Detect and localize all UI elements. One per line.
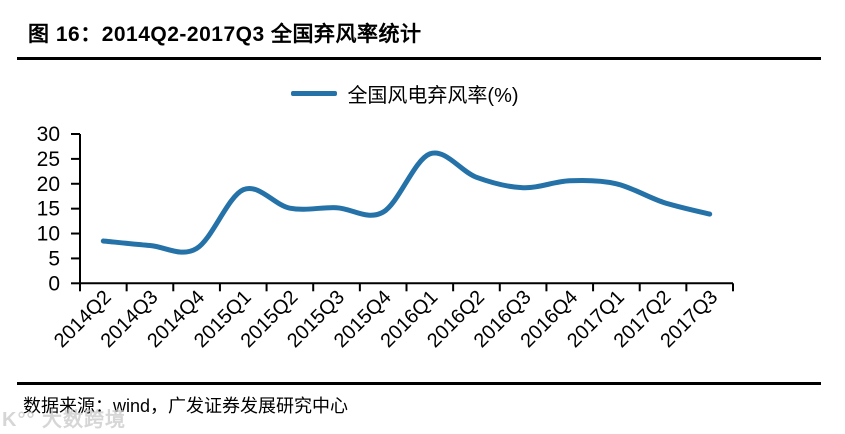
y-tick-label: 5: [48, 247, 60, 270]
source-divider: [17, 382, 821, 385]
y-tick-label: 25: [37, 148, 60, 171]
y-tick-label: 0: [48, 272, 60, 295]
legend-line-swatch: [291, 90, 338, 96]
title-divider: [17, 57, 821, 60]
y-tick-label: 15: [37, 198, 60, 221]
source-note: 数据来源：wind，广发证券发展研究中心: [23, 396, 349, 416]
y-tick-label: 10: [37, 223, 60, 246]
figure-title: 图 16：2014Q2-2017Q3 全国弃风率统计: [28, 23, 422, 46]
axis-lines: [79, 134, 733, 285]
legend-label: 全国风电弃风率(%): [347, 84, 519, 107]
chart-legend: 全国风电弃风率(%): [0, 82, 810, 107]
watermark: K°° 大数跨境: [2, 409, 126, 431]
y-tick-label: 30: [37, 123, 60, 146]
series-line: [100, 150, 713, 255]
y-tick-label: 20: [37, 173, 60, 196]
